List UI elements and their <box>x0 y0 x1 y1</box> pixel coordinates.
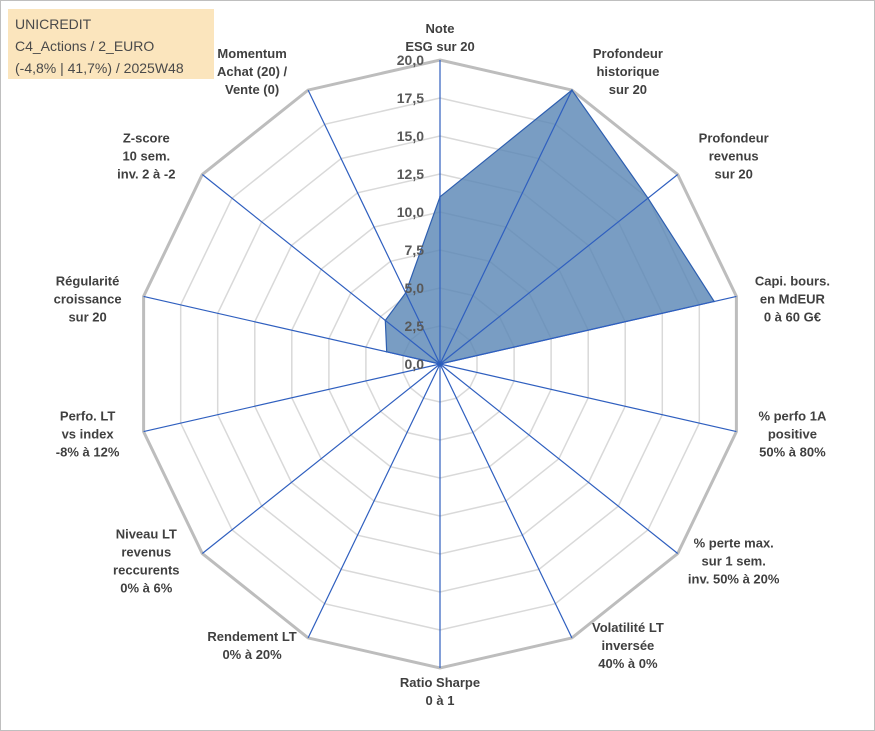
axis-label-line: 40% à 0% <box>598 656 658 671</box>
tick-label: 0,0 <box>405 356 425 372</box>
axis-label: Rendement LT 0% à 20% <box>207 629 296 662</box>
axis-label-line: 0 à 60 G€ <box>764 309 821 324</box>
axis-label-line: Vente (0) <box>225 82 279 97</box>
axis-label-line: Volatilité LT <box>592 620 664 635</box>
axis-label-line: % perfo 1A <box>758 409 827 424</box>
axis-spoke <box>439 295 737 365</box>
axis-label: Profondeur revenus sur 20 <box>699 131 769 182</box>
axis-label: % perfo 1A positive 50% à 80% <box>758 409 827 460</box>
axis-label: Niveau LT revenus reccurents 0% à 6% <box>113 527 179 596</box>
axis-spoke <box>439 363 573 639</box>
title-box: UNICREDIT C4_Actions / 2_EURO (-4,8% | 4… <box>8 9 214 79</box>
axis-label-line: sur 20 <box>609 82 647 97</box>
axis-label: Z-score 10 sem. inv. 2 à -2 <box>117 131 175 182</box>
axis-spoke <box>439 89 573 365</box>
title-category: C4_Actions / 2_EURO <box>15 38 155 54</box>
axis-spoke <box>143 295 441 365</box>
axis-label-line: vs index <box>62 427 115 442</box>
tick-label: 12,5 <box>397 166 424 182</box>
axis-label-line: Note <box>426 21 455 36</box>
axis-spoke <box>439 363 737 433</box>
axis-label: Profondeur historique sur 20 <box>593 46 663 97</box>
axis-spoke <box>201 174 441 365</box>
axis-label: Perfo. LT vs index -8% à 12% <box>56 409 120 460</box>
axis-label-line: Perfo. LT <box>60 409 115 424</box>
axis-label: Momentum Achat (20) / Vente (0) <box>217 46 287 97</box>
axis-label-line: positive <box>768 427 817 442</box>
data-point <box>439 196 441 198</box>
axis-label-line: Niveau LT <box>116 527 177 542</box>
tick-label: 2,5 <box>405 318 425 334</box>
axis-label-line: -8% à 12% <box>56 445 120 460</box>
tick-label: 20,0 <box>397 52 424 68</box>
title-range-week: (-4,8% | 41,7%) / 2025W48 <box>15 60 184 76</box>
axis-label-line: % perte max. <box>694 536 774 551</box>
axis-label-line: Momentum <box>217 46 286 61</box>
axis-spoke <box>439 174 679 365</box>
data-point <box>571 89 573 91</box>
axis-spoke <box>201 363 441 554</box>
axis-label-line: sur 20 <box>715 167 753 182</box>
axis-label: Ratio Sharpe 0 à 1 <box>400 675 480 708</box>
axis-label-line: Profondeur <box>699 131 769 146</box>
axis-label: Note ESG sur 20 <box>405 21 474 54</box>
tick-label: 17,5 <box>397 90 424 106</box>
axis-label-line: Rendement LT <box>207 629 296 644</box>
axis-label-line: 0 à 1 <box>426 693 455 708</box>
axis-spoke <box>439 363 679 554</box>
tick-label: 5,0 <box>405 280 425 296</box>
axis-label-line: reccurents <box>113 563 179 578</box>
axis-label-line: Z-score <box>123 131 170 146</box>
axis-label-line: historique <box>596 64 659 79</box>
axis-label: Volatilité LT inversée 40% à 0% <box>592 620 664 671</box>
axis-label-line: 0% à 20% <box>222 647 282 662</box>
axis-label-line: revenus <box>709 149 759 164</box>
axis-label-line: Régularité <box>56 273 120 288</box>
data-point <box>439 363 441 365</box>
radar-spokes <box>143 60 737 668</box>
axis-label-line: en MdEUR <box>760 291 826 306</box>
tick-label: 7,5 <box>405 242 425 258</box>
tick-label: 15,0 <box>397 128 424 144</box>
axis-spoke <box>307 363 441 639</box>
axis-label-line: inversée <box>602 638 655 653</box>
axis-label-line: 50% à 80% <box>759 445 826 460</box>
axis-label-line: sur 1 sem. <box>702 554 766 569</box>
axis-label-line: ESG sur 20 <box>405 39 474 54</box>
data-series-area <box>384 89 716 365</box>
axis-label-line: revenus <box>121 545 171 560</box>
tick-label: 10,0 <box>397 204 424 220</box>
axis-spoke <box>143 363 441 433</box>
data-point <box>647 197 649 199</box>
axis-label-line: Capi. bours. <box>755 273 830 288</box>
axis-label-line: Profondeur <box>593 46 663 61</box>
axis-label: Capi. bours. en MdEUR 0 à 60 G€ <box>755 273 830 324</box>
data-point <box>384 319 387 322</box>
axis-label: % perte max. sur 1 sem. inv. 50% à 20% <box>688 536 780 587</box>
axis-label-line: Ratio Sharpe <box>400 675 480 690</box>
axis-label-line: Achat (20) / <box>217 64 287 79</box>
data-point <box>713 300 715 303</box>
axis-label: Régularité croissance sur 20 <box>54 273 122 324</box>
axis-label-line: croissance <box>54 291 122 306</box>
title-company: UNICREDIT <box>15 16 92 32</box>
data-point <box>404 292 407 294</box>
axis-label-line: inv. 2 à -2 <box>117 167 175 182</box>
axis-label-line: 0% à 6% <box>120 581 172 596</box>
axis-label-line: sur 20 <box>68 309 106 324</box>
axis-spoke <box>307 89 441 365</box>
axis-label-line: inv. 50% à 20% <box>688 572 780 587</box>
data-point <box>385 351 388 353</box>
axis-label-line: 10 sem. <box>122 149 170 164</box>
